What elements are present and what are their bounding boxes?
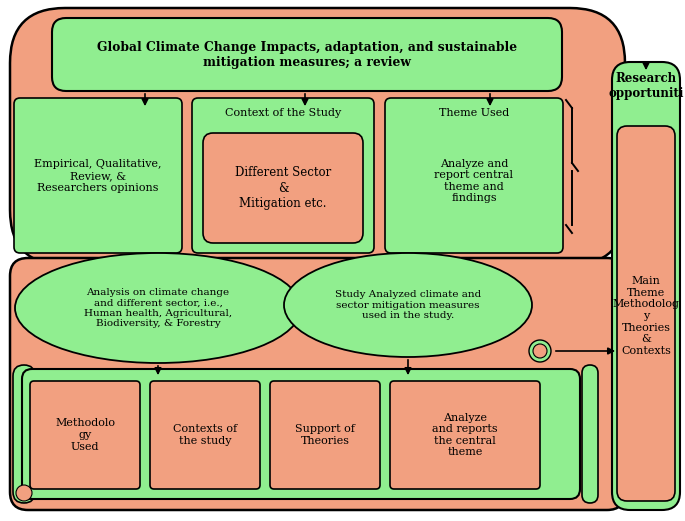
Text: Main
Theme
Methodolog
y
Theories
&
Contexts: Main Theme Methodolog y Theories & Conte… <box>612 276 680 356</box>
Text: Context of the Study: Context of the Study <box>225 108 341 118</box>
Text: Theme Used: Theme Used <box>439 108 509 118</box>
Text: Analysis on climate change
and different sector, i.e.,
Human health, Agricultura: Analysis on climate change and different… <box>84 288 232 328</box>
Text: Global Climate Change Impacts, adaptation, and sustainable
mitigation measures; : Global Climate Change Impacts, adaptatio… <box>97 41 517 69</box>
FancyBboxPatch shape <box>192 98 374 253</box>
Text: Study Analyzed climate and
sector mitigation measures
used in the study.: Study Analyzed climate and sector mitiga… <box>335 290 481 320</box>
Text: Support of
Theories: Support of Theories <box>295 424 355 446</box>
Text: Analyze and
report central
theme and
findings: Analyze and report central theme and fin… <box>434 158 514 203</box>
FancyBboxPatch shape <box>612 62 680 510</box>
Ellipse shape <box>284 253 532 357</box>
Text: Empirical, Qualitative,
Review, &
Researchers opinions: Empirical, Qualitative, Review, & Resear… <box>34 159 162 193</box>
FancyBboxPatch shape <box>203 133 363 243</box>
FancyBboxPatch shape <box>390 381 540 489</box>
Ellipse shape <box>529 340 551 362</box>
Ellipse shape <box>533 344 547 358</box>
FancyBboxPatch shape <box>30 381 140 489</box>
Ellipse shape <box>15 253 301 363</box>
FancyBboxPatch shape <box>13 365 35 503</box>
FancyBboxPatch shape <box>617 126 675 501</box>
FancyBboxPatch shape <box>582 365 598 503</box>
FancyBboxPatch shape <box>52 18 562 91</box>
FancyBboxPatch shape <box>270 381 380 489</box>
FancyBboxPatch shape <box>10 258 625 510</box>
FancyBboxPatch shape <box>10 8 625 265</box>
Text: Analyze
and reports
the central
theme: Analyze and reports the central theme <box>432 413 498 457</box>
Text: Different Sector
&
Mitigation etc.: Different Sector & Mitigation etc. <box>235 167 331 209</box>
Ellipse shape <box>16 485 32 501</box>
Text: Research
opportuniti: Research opportuniti <box>608 72 684 100</box>
Text: Methodolo
gy
Used: Methodolo gy Used <box>55 418 115 452</box>
FancyBboxPatch shape <box>385 98 563 253</box>
Text: Contexts of
the study: Contexts of the study <box>173 424 237 446</box>
FancyBboxPatch shape <box>14 98 182 253</box>
FancyBboxPatch shape <box>150 381 260 489</box>
FancyBboxPatch shape <box>22 369 580 499</box>
